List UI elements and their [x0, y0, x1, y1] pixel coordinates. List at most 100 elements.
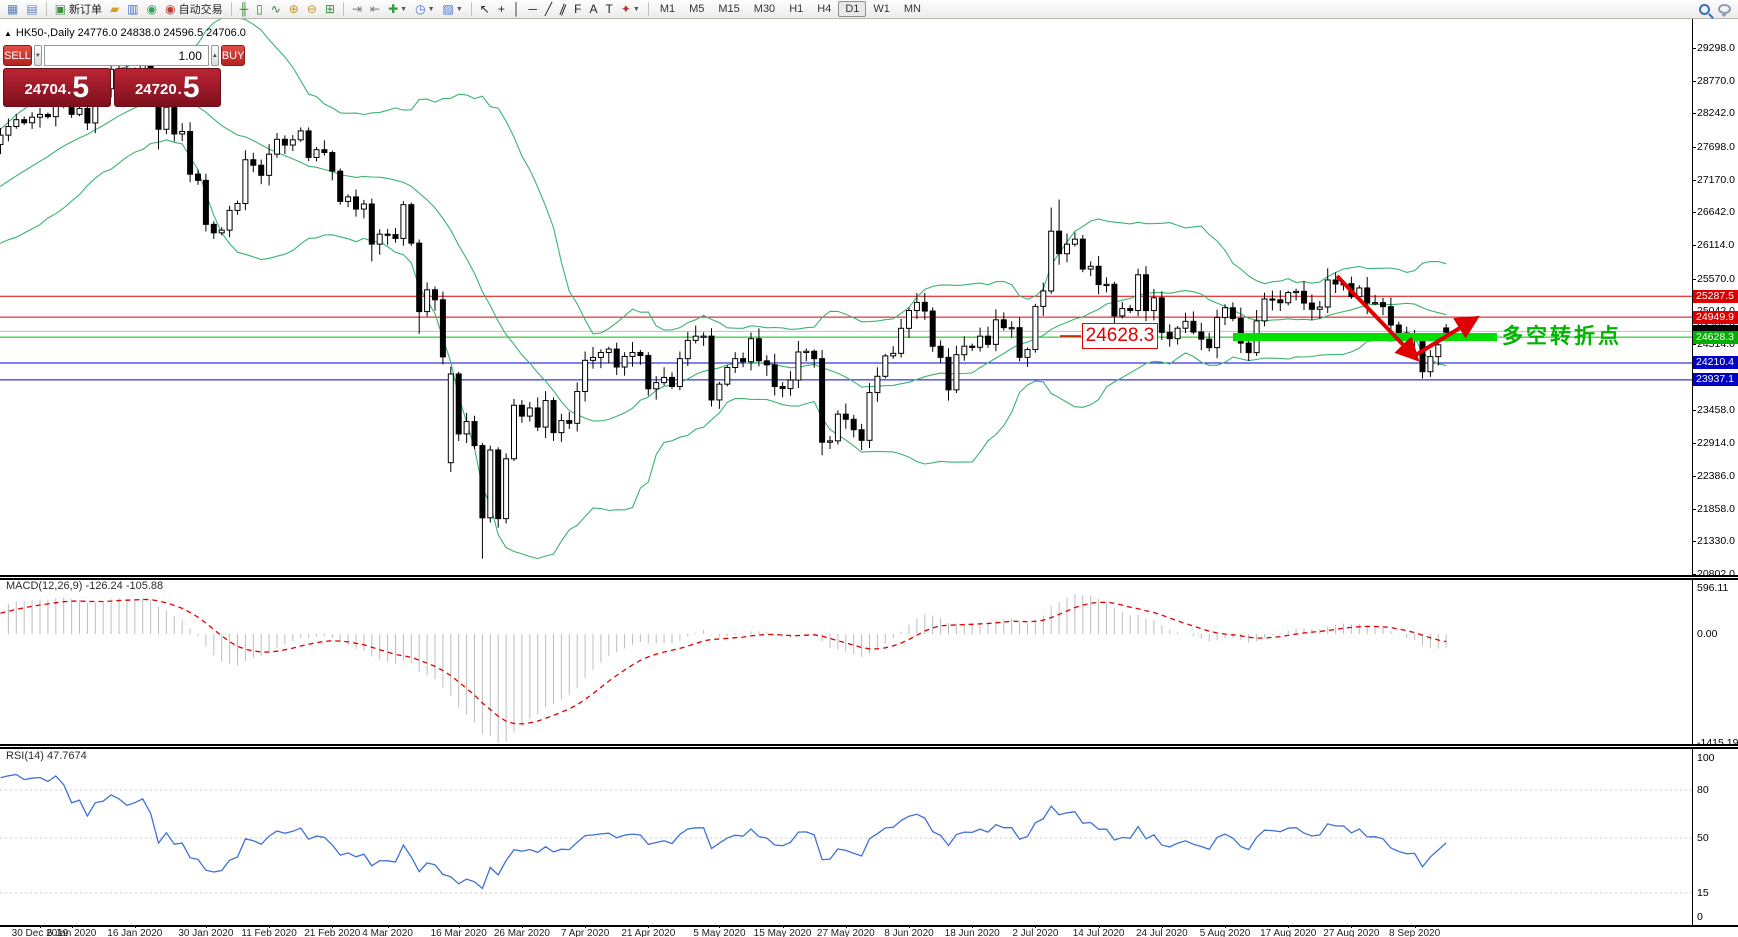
buy-button[interactable]: BUY: [220, 45, 246, 66]
date-tick: [845, 925, 847, 928]
lot-size-input[interactable]: [43, 45, 209, 66]
toolbar-button-channel[interactable]: ∥: [556, 1, 570, 18]
toolbar-button-cursor[interactable]: ↖: [476, 1, 494, 18]
date-tick-label: 14 Jul 2020: [1072, 928, 1125, 937]
date-tick: [1161, 925, 1163, 928]
date-tick-label: 11 Feb 2020: [241, 928, 297, 937]
crosshair-icon: +: [497, 1, 505, 16]
timeframe-button-h4[interactable]: H4: [817, 3, 832, 15]
lot-increase-button[interactable]: ▲: [210, 45, 219, 66]
toolbar-button-line-chart[interactable]: ∿: [267, 1, 285, 18]
timeframe-button-m30[interactable]: M30: [753, 3, 776, 15]
toolbar-button-chart-shift[interactable]: ⇤: [366, 1, 384, 18]
chart-window-icon: ▦: [7, 1, 19, 16]
toolbar-separator: [342, 2, 344, 16]
price-level-tag: 24210.4: [1693, 356, 1738, 370]
macd-panel-canvas[interactable]: [0, 579, 1692, 744]
price-tick-label: 21330.0: [1692, 535, 1735, 547]
toolbar-button-bar-chart[interactable]: ╫: [236, 1, 253, 18]
date-tick: [521, 925, 523, 928]
toolbar-button-tile-windows[interactable]: ⊞: [321, 1, 339, 18]
date-tick: [205, 925, 207, 928]
chart-macd-divider[interactable]: [0, 575, 1738, 580]
toolbar-button-template[interactable]: ▨ ▼: [439, 1, 467, 18]
search-button[interactable]: [1695, 1, 1714, 18]
toolbar-button-auto-scroll[interactable]: ⇥: [348, 1, 366, 18]
tile-windows-icon: ⊞: [324, 1, 335, 16]
toolbar-button-label[interactable]: T: [601, 1, 616, 18]
indicator-tick-label: 100: [1697, 752, 1715, 764]
toolbar-button-crosshair[interactable]: +: [494, 1, 509, 18]
toolbar-button-fibonacci[interactable]: F: [570, 1, 585, 18]
macd-indicator-label: MACD(12,26,9) -126.24 -105.88: [6, 580, 164, 592]
turning-point-annotation[interactable]: 多空转折点: [1502, 325, 1622, 348]
toolbar-button-zoom-out[interactable]: ⊖: [303, 1, 321, 18]
toolbar-button-new-order[interactable]: ▣ 新订单: [51, 1, 106, 18]
price-tick-label: 29298.0: [1692, 42, 1735, 54]
date-tick-label: 8 Jun 2020: [884, 928, 934, 937]
price-axis-border: [1692, 19, 1693, 926]
dropdown-arrow-icon[interactable]: ▼: [455, 5, 463, 13]
sell-button[interactable]: SELL: [3, 45, 32, 66]
timeframe-button-mn[interactable]: MN: [903, 3, 921, 15]
timeframe-button-d1[interactable]: D1: [838, 1, 867, 17]
sell-price-button[interactable]: 24704. 5: [3, 68, 111, 107]
community-button[interactable]: [1714, 1, 1735, 18]
toolbar-button-gold[interactable]: ▰: [106, 1, 123, 18]
label-icon: T: [605, 1, 613, 16]
toolbar-button-horizontal-line[interactable]: ─: [524, 1, 541, 18]
timeframe-button-m5[interactable]: M5: [689, 3, 705, 15]
toolbar-button-arrows[interactable]: ✦ ▼: [617, 1, 644, 18]
toolbar-button-vertical-line[interactable]: │: [509, 1, 525, 18]
toolbar-button-zoom-in[interactable]: ⊕: [285, 1, 303, 18]
toolbar-button-add-indicator[interactable]: ✚ ▼: [384, 1, 411, 18]
template-icon: ▨: [442, 1, 454, 16]
indicator-tick-label: 596.11: [1697, 582, 1729, 594]
date-tick-label: 21 Apr 2020: [621, 928, 676, 937]
date-tick-label: 8 Sep 2020: [1389, 928, 1441, 937]
toolbar-button-data-window[interactable]: ▤: [22, 1, 41, 18]
toolbar-button-trendline[interactable]: ╱: [541, 1, 556, 18]
price-chart-canvas[interactable]: [0, 19, 1692, 575]
timeframe-button-h1[interactable]: H1: [789, 3, 804, 15]
indicator-tick-label: 0: [1697, 911, 1703, 923]
toolbar-button-autotrading[interactable]: ◉ 自动交易: [161, 1, 226, 18]
timeframe-button-m1[interactable]: M1: [659, 3, 676, 15]
collapse-panel-icon[interactable]: ▲: [4, 29, 12, 38]
date-tick: [1225, 925, 1226, 928]
toolbar-separator: [45, 2, 47, 16]
date-tick-label: 17 Aug 2020: [1260, 928, 1317, 937]
buy-price-button[interactable]: 24720. 5: [113, 68, 221, 107]
date-axis[interactable]: 30 Dec 2019 6 Jan 2020 16 Jan 2020 30 Jan 2…: [0, 925, 1738, 937]
date-tick: [1288, 925, 1290, 928]
dropdown-arrow-icon[interactable]: ▼: [632, 5, 640, 13]
price-callout-label[interactable]: 24628.3: [1082, 323, 1158, 349]
macd-rsi-divider[interactable]: [0, 744, 1738, 749]
buy-price-main: 24720: [134, 81, 177, 98]
date-tick-label: 6 Jan 2020: [46, 928, 97, 937]
date-tick-label: 2 Jul 2020: [1012, 928, 1059, 937]
toolbar-button-text[interactable]: A: [585, 1, 601, 18]
price-tick-label: 28242.0: [1692, 107, 1735, 119]
price-level-tag: 23937.1: [1693, 373, 1738, 387]
date-tick-label: 30 Dec 2019: [11, 928, 69, 937]
dropdown-arrow-icon[interactable]: ▼: [400, 5, 408, 13]
chat-bubble-icon: [1718, 4, 1731, 17]
toolbar-separator: [470, 2, 472, 16]
date-tick: [972, 925, 974, 928]
toolbar-button-candle-chart[interactable]: ▯: [252, 1, 267, 18]
dropdown-arrow-icon[interactable]: ▼: [427, 5, 435, 13]
toolbar-button-chart-window[interactable]: ▦: [3, 1, 22, 18]
arrows-icon: ✦: [620, 1, 631, 16]
lot-decrease-button[interactable]: ▼: [33, 45, 42, 66]
timeframe-button-w1[interactable]: W1: [873, 3, 890, 15]
date-tick: [458, 925, 460, 928]
toolbar-button-period[interactable]: ◷ ▼: [411, 1, 438, 18]
timeframe-button-m15[interactable]: M15: [718, 3, 740, 15]
price-tick-label: 27698.0: [1692, 141, 1735, 153]
rsi-panel-canvas[interactable]: [0, 749, 1692, 925]
toolbar-button-mql[interactable]: ▥: [123, 1, 142, 18]
date-tick: [1035, 925, 1037, 928]
toolbar-button-signal[interactable]: ◉: [143, 1, 161, 18]
date-tick: [134, 925, 136, 928]
